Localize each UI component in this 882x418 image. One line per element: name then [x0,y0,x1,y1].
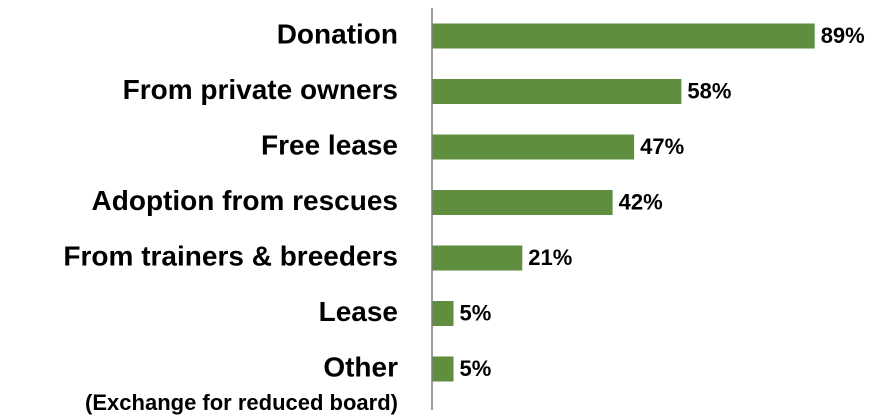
category-label: Free lease [261,129,398,160]
bar [432,134,635,160]
category-label: Adoption from rescues [92,185,398,216]
value-label: 47% [640,134,684,159]
category-label: Donation [277,18,398,49]
bar [432,79,682,104]
bar [432,190,613,215]
value-label: 89% [821,23,865,48]
value-label: 21% [528,245,572,270]
value-label: 5% [460,356,492,381]
category-label: From private owners [123,74,398,105]
category-label: From trainers & breeders [63,240,398,271]
bar [432,301,454,326]
value-label: 5% [460,300,492,325]
category-label: Other [323,351,398,382]
bar [432,23,815,49]
annotation: (Exchange for reduced board) [85,390,398,415]
value-label: 58% [687,78,731,103]
bar [432,245,523,271]
bar [432,356,454,382]
category-label: Lease [319,296,398,327]
value-label: 42% [619,189,663,214]
